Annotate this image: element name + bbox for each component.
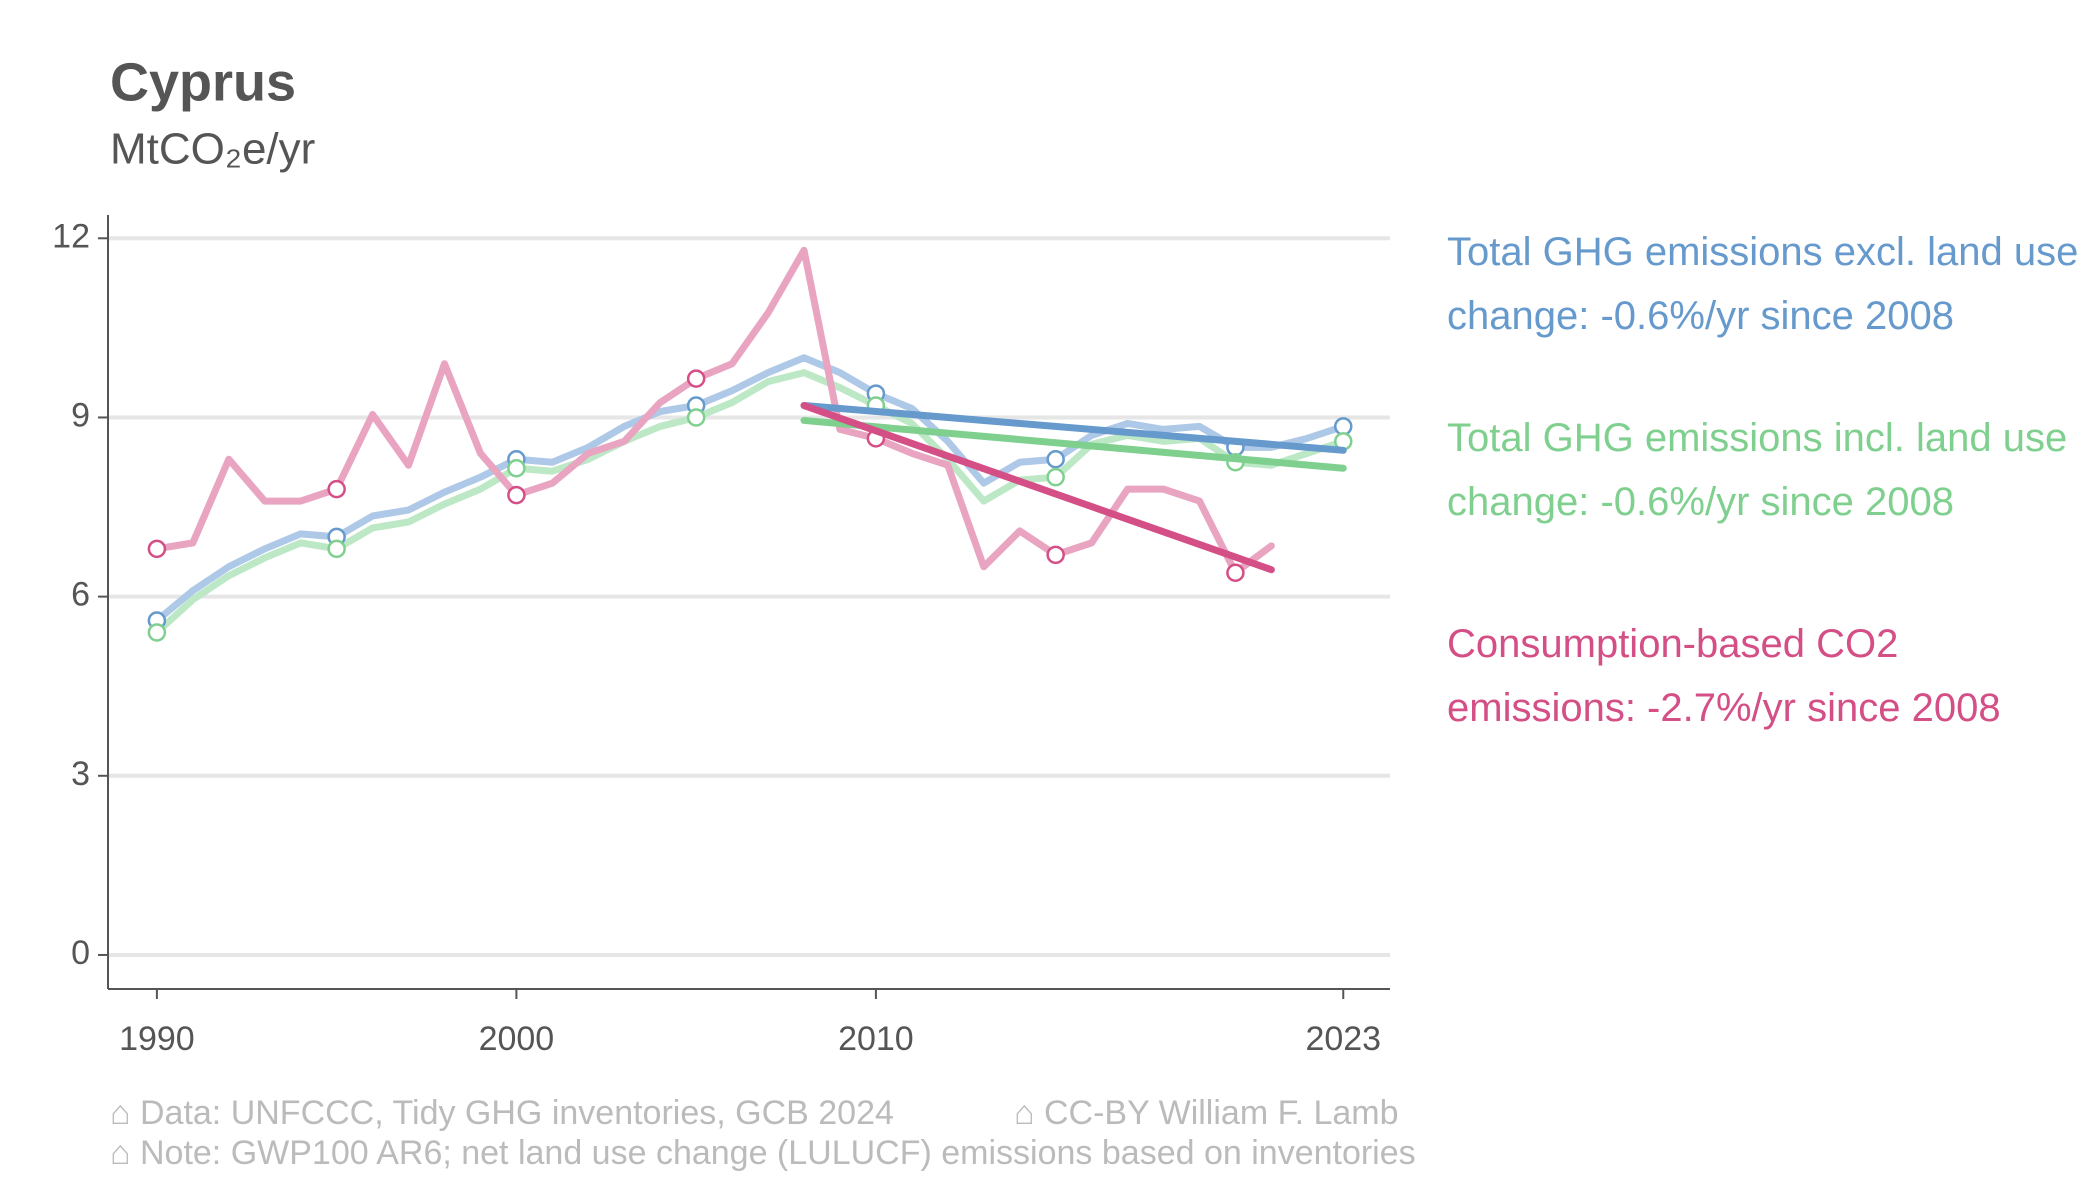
point-marker [507,485,526,505]
trend-line [800,402,1347,454]
point-marker [1226,563,1245,582]
x-tick-label: 2023 [1305,1020,1381,1058]
point-marker [147,623,167,642]
trend-line [800,416,1347,472]
chart-title: Cyprus [110,52,296,112]
point-marker [327,479,346,499]
x-tick-label: 1990 [119,1020,195,1058]
legend-entry: Consumption-based CO2 emissions: -2.7%/y… [1447,622,2001,730]
point-marker [1046,450,1065,469]
trend-line [800,402,1275,574]
legend-entry: Total GHG emissions excl. land use chang… [1447,230,2079,338]
series-line [153,369,1347,636]
legend-entry: Total GHG emissions incl. land use chang… [1447,416,2068,524]
x-tick-label: 2000 [479,1020,555,1058]
point-marker [1046,545,1065,565]
y-tick-label: 12 [52,217,90,255]
footer-note: ⌂ Note: GWP100 AR6; net land use change … [110,1134,1416,1172]
footer-note: ⌂ CC-BY William F. Lamb [1014,1094,1399,1132]
chart-subtitle: MtCO₂e/yr [110,125,315,174]
point-marker [147,539,167,559]
footer-note: ⌂ Data: UNFCCC, Tidy GHG inventories, GC… [110,1094,894,1132]
y-tick-label: 6 [71,576,90,614]
x-tick-label: 2010 [838,1020,914,1058]
y-tick-label: 9 [71,396,90,434]
point-marker [1046,467,1065,487]
point-marker [686,408,706,427]
y-tick-label: 3 [71,755,90,793]
series-line [153,246,1275,577]
point-marker [1334,417,1353,436]
point-marker [507,458,526,478]
series-line [153,354,1347,625]
point-marker [686,369,706,388]
point-marker [327,539,346,559]
y-tick-label: 0 [71,934,90,972]
